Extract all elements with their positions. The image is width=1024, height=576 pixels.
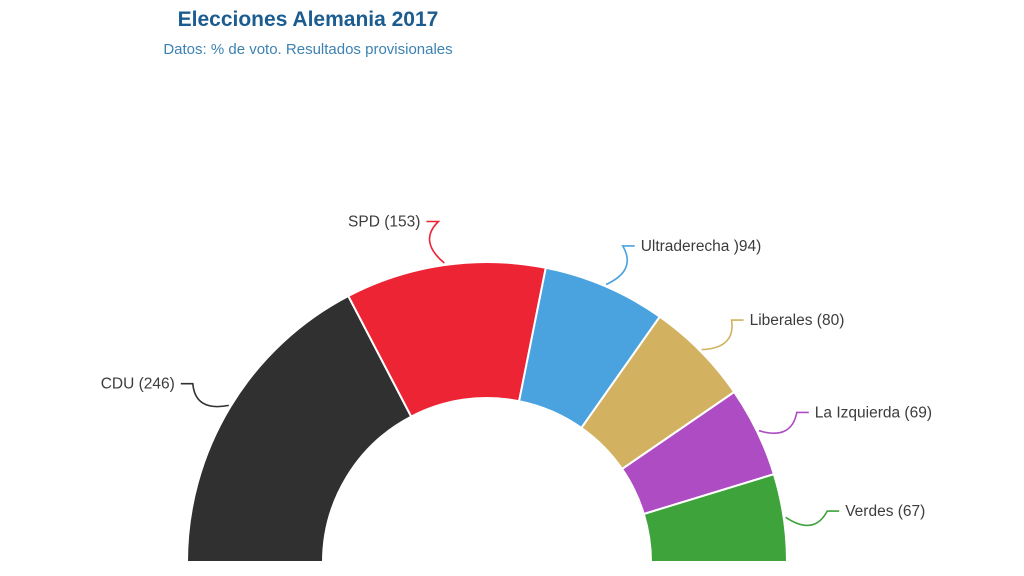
chart-header: Elecciones Alemania 2017 Datos: % de vot… (0, 8, 616, 58)
slice-label-spd: SPD (153) (348, 214, 420, 231)
slice-label-cdu: CDU (246) (101, 376, 175, 393)
leader-line-liberales (701, 319, 744, 351)
slice-label-liberales: Liberales (80) (750, 312, 845, 329)
slice-label-la-izquierda: La Izquierda (69) (815, 404, 932, 421)
chart-subtitle: Datos: % de voto. Resultados provisional… (163, 41, 453, 58)
leader-line-la-izquierda (758, 411, 809, 434)
leader-line-verdes (785, 510, 840, 527)
leader-line-cdu (180, 382, 229, 408)
leader-line-spd (426, 220, 445, 264)
leader-line-ultraderecha (605, 245, 635, 286)
slice-label-ultraderecha: Ultraderecha )94) (641, 238, 762, 255)
chart-title: Elecciones Alemania 2017 (177, 8, 439, 31)
slice-verdes[interactable] (642, 472, 789, 563)
slice-cdu[interactable] (185, 294, 413, 563)
slice-label-verdes: Verdes (67) (845, 503, 925, 520)
